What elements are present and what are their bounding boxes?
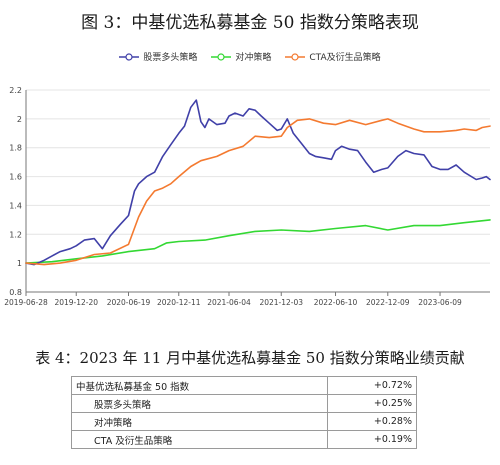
x-tick-label: 2023-06-09 bbox=[418, 298, 462, 307]
table-title: 表 4：2023 年 11 月中基优选私募基金 50 指数分策略业绩贡献 bbox=[35, 349, 465, 367]
y-tick-label: 2.2 bbox=[9, 86, 22, 95]
series-line-stock bbox=[25, 99, 491, 266]
row-value: +0.72% bbox=[327, 376, 417, 395]
legend-item-stock[interactable]: 股票多头策略 bbox=[119, 50, 197, 63]
chart-grid bbox=[26, 89, 490, 293]
x-tick-label: 2022-06-10 bbox=[314, 298, 358, 307]
legend-marker-hedge-icon bbox=[211, 52, 232, 61]
legend-label-hedge: 对冲策略 bbox=[235, 53, 272, 63]
y-tick-label: 1.4 bbox=[9, 201, 22, 210]
legend-item-hedge[interactable]: 对冲策略 bbox=[211, 50, 271, 63]
table-row: 中基优选私募基金 50 指数 +0.72% bbox=[71, 376, 417, 395]
figure-title: 图 3：中基优选私募基金 50 指数分策略表现 bbox=[81, 13, 419, 33]
y-tick-label: 2 bbox=[17, 115, 22, 124]
row-label: 中基优选私募基金 50 指数 bbox=[71, 376, 328, 395]
y-tick-label: 1.2 bbox=[9, 230, 22, 239]
line-chart: 0.8 1 1.2 1.4 1.6 1.8 2 2.2 2019-06-28 2019-12-2… bbox=[4, 86, 491, 307]
table-row: 股票多头策略 +0.25% bbox=[71, 394, 417, 413]
row-value: +0.28% bbox=[327, 412, 417, 431]
y-axis: 0.8 1 1.2 1.4 1.6 1.8 2 2.2 bbox=[9, 86, 27, 297]
x-tick-label: 2021-12-03 bbox=[259, 298, 303, 307]
chart-legend: 股票多头策略 对冲策略 CTA及衍生品策略 bbox=[0, 50, 500, 63]
y-tick-label: 1 bbox=[17, 259, 22, 268]
legend-label-stock: 股票多头策略 bbox=[143, 53, 198, 63]
row-value: +0.19% bbox=[327, 430, 417, 449]
row-label: 股票多头策略 bbox=[71, 394, 328, 413]
contribution-table: 中基优选私募基金 50 指数 +0.72% 股票多头策略 +0.25% 对冲策略… bbox=[71, 376, 417, 449]
legend-marker-cta-icon bbox=[285, 52, 306, 61]
row-value: +0.25% bbox=[327, 394, 417, 413]
chart-series bbox=[25, 99, 491, 266]
y-tick-label: 1.6 bbox=[9, 173, 22, 182]
legend-marker-stock-icon bbox=[119, 52, 140, 61]
table-row: CTA 及衍生品策略 +0.19% bbox=[71, 430, 417, 449]
x-tick-label: 2019-12-20 bbox=[54, 298, 98, 307]
x-tick-label: 2021-06-04 bbox=[207, 298, 251, 307]
y-tick-label: 1.8 bbox=[9, 144, 22, 153]
x-tick-label: 2020-06-19 bbox=[107, 298, 151, 307]
legend-item-cta[interactable]: CTA及衍生品策略 bbox=[285, 50, 381, 63]
x-axis: 2019-06-28 2019-12-20 2020-06-19 2020-12-11… bbox=[4, 291, 490, 307]
x-tick-label: 2022-12-09 bbox=[366, 298, 410, 307]
series-line-hedge bbox=[25, 219, 491, 264]
x-tick-label: 2019-06-28 bbox=[4, 298, 48, 307]
y-tick-label: 0.8 bbox=[9, 288, 22, 297]
x-tick-label: 2020-12-11 bbox=[157, 298, 201, 307]
row-label: CTA 及衍生品策略 bbox=[71, 430, 328, 449]
row-label: 对冲策略 bbox=[71, 412, 328, 431]
series-line-cta bbox=[25, 118, 491, 266]
legend-label-cta: CTA及衍生品策略 bbox=[309, 53, 381, 63]
table-row: 对冲策略 +0.28% bbox=[71, 412, 417, 431]
